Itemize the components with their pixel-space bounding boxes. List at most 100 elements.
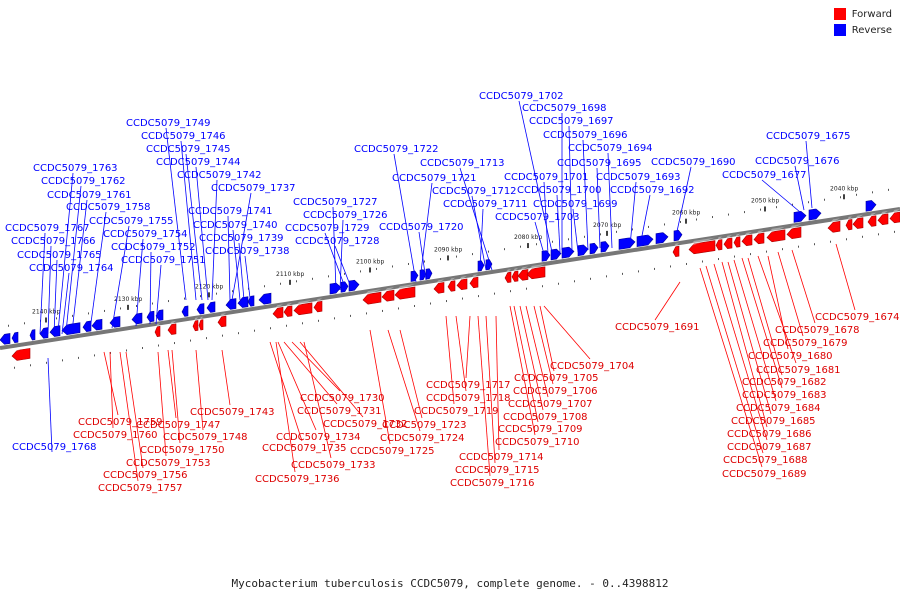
reverse-gene <box>61 319 81 335</box>
forward-gene-label: CCDC5079_1682 <box>742 377 827 388</box>
reverse-gene <box>541 247 551 262</box>
forward-gene-label: CCDC5079_1717 <box>426 380 511 391</box>
scale-dot <box>750 253 751 256</box>
reverse-leader-line <box>794 165 805 211</box>
reverse-leader-line <box>195 166 209 301</box>
reverse-gene <box>561 244 575 259</box>
scale-dot <box>232 290 233 293</box>
scale-dot <box>574 280 575 283</box>
reverse-leader-line <box>418 231 427 281</box>
forward-gene-label: CCDC5079_1730 <box>300 393 385 404</box>
forward-gene-label: CCDC5079_1715 <box>455 465 540 476</box>
reverse-gene-label: CCDC5079_1766 <box>11 236 96 247</box>
scale-dot <box>376 267 377 270</box>
forward-gene-label: CCDC5079_1704 <box>550 361 635 372</box>
reverse-gene-label: CCDC5079_1749 <box>126 118 211 129</box>
forward-gene-label: CCDC5079_1753 <box>126 458 211 469</box>
reverse-gene-label: CCDC5079_1721 <box>392 173 477 184</box>
forward-gene-label: CCDC5079_1678 <box>775 325 860 336</box>
reverse-gene-label: CCDC5079_1755 <box>89 216 174 227</box>
reverse-gene <box>0 330 11 345</box>
scale-dot <box>46 361 47 364</box>
scale-dot <box>814 243 815 246</box>
reverse-swatch <box>833 24 846 36</box>
reverse-gene-label: CCDC5079_1698 <box>522 103 607 114</box>
reverse-gene-label: CCDC5079_1729 <box>285 223 370 234</box>
forward-gene-label: CCDC5079_1685 <box>731 416 816 427</box>
scale-dot <box>302 322 303 325</box>
reverse-leader-line <box>89 211 107 331</box>
scale-dot <box>728 213 729 216</box>
reverse-gene-label: CCDC5079_1692 <box>610 185 695 196</box>
forward-leader-line <box>485 315 496 464</box>
reverse-gene-label: CCDC5079_1676 <box>755 156 840 167</box>
forward-gene-label: CCDC5079_1757 <box>98 483 183 494</box>
reverse-gene-label: CCDC5079_1764 <box>29 263 114 274</box>
scale-dot <box>558 282 559 285</box>
forward-leader-line <box>291 341 341 392</box>
forward-leader-line <box>699 267 763 468</box>
forward-gene-label: CCDC5079_1735 <box>262 443 347 454</box>
reverse-leader-line <box>180 140 197 301</box>
forward-leader-line <box>157 351 167 457</box>
scale-dot <box>104 309 105 312</box>
forward-leader-line <box>477 315 491 477</box>
forward-gene <box>433 279 445 294</box>
forward-gene <box>447 277 456 292</box>
forward-gene-label: CCDC5079_1708 <box>503 412 588 423</box>
forward-gene <box>11 345 31 361</box>
reverse-gene-label: CCDC5079_1741 <box>188 206 273 217</box>
forward-gene-label: CCDC5079_1743 <box>190 407 275 418</box>
scale-dot <box>168 300 169 303</box>
scale-dot <box>712 216 713 219</box>
reverse-gene <box>155 306 164 321</box>
tick-label: 2110 kbp <box>276 271 304 278</box>
scale-dot <box>622 272 623 275</box>
reverse-leader-line <box>47 245 52 335</box>
forward-leader-line <box>283 341 338 405</box>
reverse-gene <box>808 205 822 221</box>
genome-backbone <box>0 207 900 350</box>
forward-leader-line <box>733 259 777 402</box>
forward-leader-line <box>543 305 591 360</box>
reverse-gene <box>348 277 360 292</box>
scale-dot <box>270 327 271 330</box>
scale-dot <box>792 203 793 206</box>
tick-label: 2140 kbp <box>32 309 60 316</box>
forward-leader-line <box>713 263 768 441</box>
forward-gene <box>867 212 877 227</box>
scale-dot <box>552 240 553 243</box>
reverse-leader-line <box>339 219 344 291</box>
forward-gene <box>198 316 204 331</box>
forward-gene <box>852 214 864 229</box>
scale-dot <box>606 275 607 278</box>
tick-label: 2040 kbp <box>830 185 858 192</box>
scale-dot <box>238 332 239 335</box>
reverse-leader-line <box>572 208 579 253</box>
scale-dot <box>120 307 121 310</box>
reverse-gene-label: CCDC5079_1761 <box>47 190 132 201</box>
forward-gene-label: CCDC5079_1706 <box>513 386 598 397</box>
forward-leader-line <box>757 255 797 364</box>
forward-leader-line <box>167 349 177 419</box>
scale-dot <box>424 260 425 263</box>
reverse-leader-line <box>639 194 651 247</box>
scale-dot <box>222 334 223 337</box>
forward-leader-line <box>171 349 181 444</box>
reverse-gene <box>618 234 636 250</box>
reverse-leader-line <box>211 179 218 301</box>
scale-dot <box>318 319 319 322</box>
scale-dot <box>430 302 431 305</box>
scale-dot <box>878 233 879 236</box>
reverse-gene <box>600 238 610 253</box>
forward-leader-line <box>269 341 303 442</box>
scale-dot <box>440 258 441 261</box>
forward-leader-line <box>275 341 296 473</box>
scale-dot <box>280 282 281 285</box>
scale-dot <box>414 304 415 307</box>
reverse-leader-line <box>57 172 74 333</box>
scale-dot <box>312 277 313 280</box>
legend-reverse: Reverse <box>833 24 892 36</box>
scale-dot <box>888 188 889 191</box>
scale-dot <box>158 344 159 347</box>
